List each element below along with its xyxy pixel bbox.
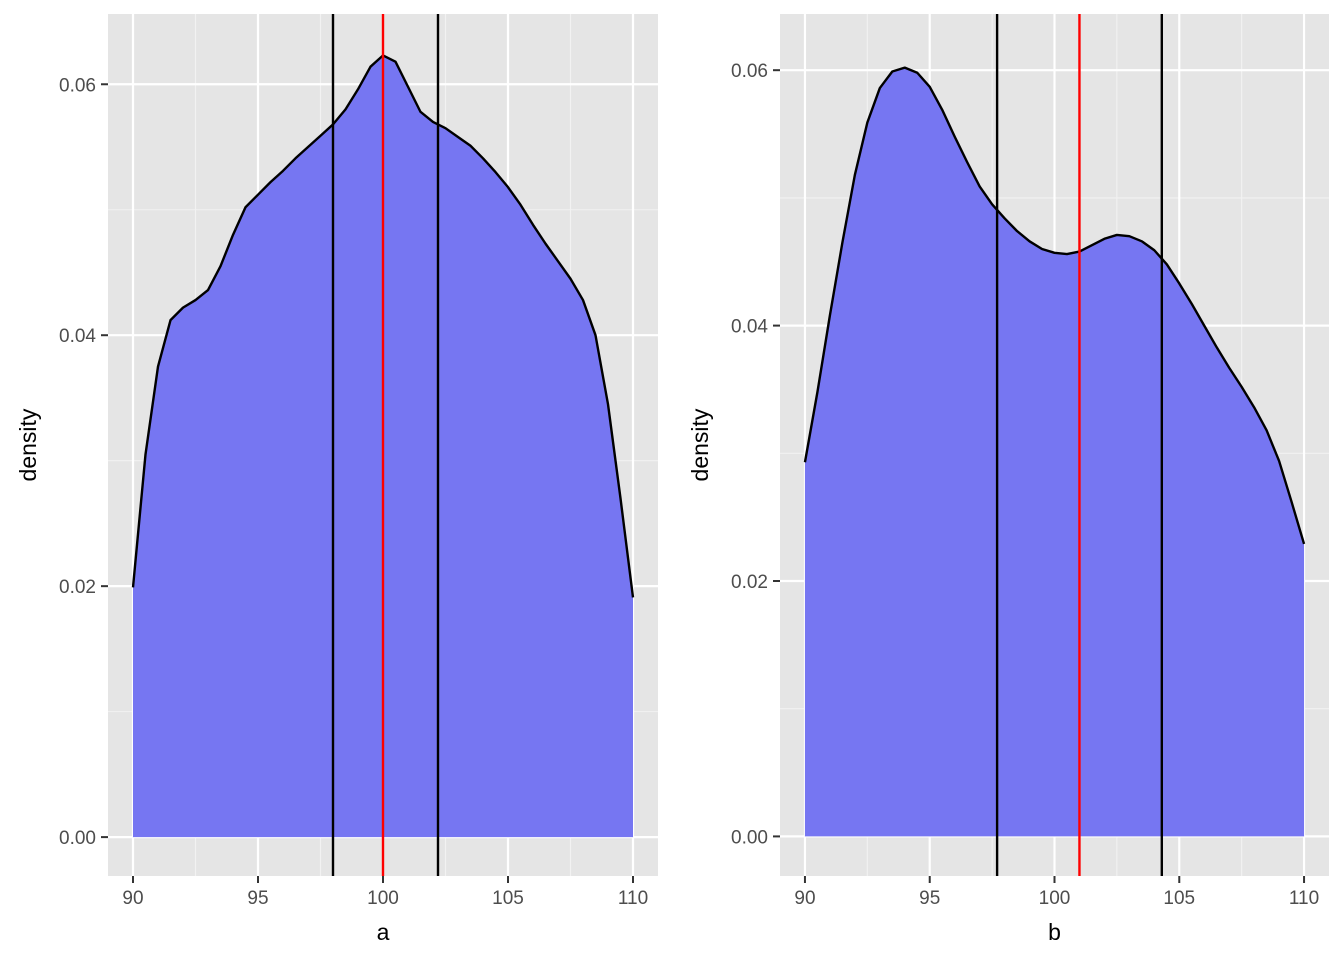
density-area-fill [804,67,1305,837]
density-curve-line [803,66,1306,545]
y-tick-label: 0.02 [59,577,96,598]
density-panel-a: 90 95 100 105 110 0.00 0.02 0.04 0.06 a density [15,14,658,945]
x-tick-label: 100 [367,888,399,909]
y-tick-label: 0.04 [59,326,96,347]
x-tick-label: 100 [1039,888,1071,909]
y-tick-label: 0.00 [59,828,96,849]
x-tick-label: 95 [919,888,940,909]
y-axis-title: density [687,408,713,481]
y-tick-label: 0.02 [731,572,768,593]
y-tick-label: 0.00 [731,827,768,848]
y-tick-label: 0.04 [731,317,768,338]
y-axis-title: density [15,408,41,481]
x-tick-label: 110 [1289,888,1319,909]
x-tick-label: 90 [794,888,815,909]
y-tick-label: 0.06 [731,61,768,82]
x-axis-title: b [1048,919,1061,945]
density-panel-b: 90 95 100 105 110 0.00 0.02 0.04 0.06 b density [687,14,1329,945]
x-tick-label: 110 [618,888,648,909]
x-tick-label: 90 [122,888,143,909]
x-axis-title: a [377,919,390,945]
x-tick-label: 95 [247,888,268,909]
x-tick-label: 105 [1163,888,1195,909]
x-tick-label: 105 [492,888,524,909]
y-tick-label: 0.06 [59,75,96,96]
